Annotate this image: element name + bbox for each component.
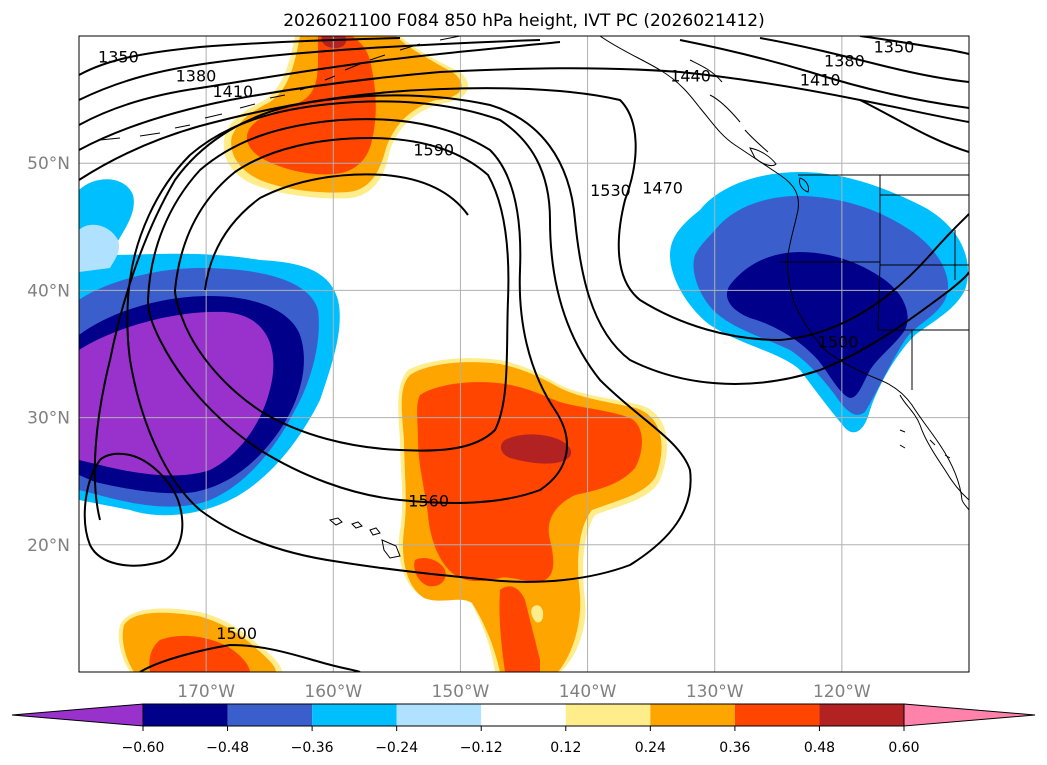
- contour-label: 1380: [824, 51, 865, 70]
- contour-1350-east: [859, 36, 969, 55]
- negative-anomaly-us-west-coast: [670, 172, 968, 433]
- contour-1590: [173, 136, 510, 452]
- colorbar-segment: [227, 704, 313, 726]
- x-tick-label: 170°W: [177, 682, 235, 702]
- colorbar-segment: [143, 704, 228, 726]
- colorbar-tick-label: −0.60: [122, 740, 165, 756]
- colorbar-tick-label: −0.24: [375, 740, 418, 756]
- contour-label: 1410: [212, 82, 253, 101]
- negative-anomaly-west-pacific: [79, 179, 340, 516]
- chart-title: 2026021100 F084 850 hPa height, IVT PC (…: [283, 11, 765, 31]
- colorbar-outline: [142, 703, 905, 727]
- contour-label: 1500: [818, 333, 859, 352]
- contour-1500-loop: [83, 452, 184, 567]
- colorbar-segment: [565, 704, 651, 726]
- contour-label: 1380: [176, 67, 217, 86]
- x-tick-label: 150°W: [432, 682, 490, 702]
- colorbar-tick-label: 0.48: [804, 740, 835, 756]
- contour-1440: [79, 67, 969, 151]
- y-tick-label: 30°N: [27, 409, 70, 429]
- contour-label: 1560: [408, 492, 449, 511]
- colorbar-segment: [650, 704, 735, 726]
- contour-label: 1350: [874, 37, 915, 56]
- contour-1530: [126, 100, 692, 583]
- colorbar-segment: [819, 704, 904, 726]
- y-tick-labels: 20°N 30°N 40°N 50°N: [27, 154, 70, 556]
- colorbar-extend-min: [11, 703, 144, 727]
- graticule: [79, 36, 969, 672]
- contour-1380-west: [79, 39, 541, 101]
- contour-label: 1440: [670, 67, 711, 86]
- contour-label: 1500: [216, 624, 257, 643]
- y-tick-label: 40°N: [27, 281, 70, 301]
- colorbar-tick-label: 0.24: [635, 740, 666, 756]
- colorbar-segment: [481, 704, 566, 726]
- contour-1380-east: [759, 37, 969, 83]
- height-contours: [79, 36, 969, 672]
- map-frame: [78, 35, 970, 673]
- contour-label: 1530: [590, 181, 631, 200]
- contour-1410-west: [79, 41, 561, 126]
- colorbar: −0.60 −0.48 −0.36 −0.24 −0.12 0.12 0.24 0.36 0.4…: [11, 703, 1036, 756]
- colorbar-segment: [396, 704, 482, 726]
- x-tick-labels: 170°W 160°W 150°W 140°W 130°W 120°W: [177, 682, 871, 702]
- colorbar-tick-label: −0.12: [460, 740, 503, 756]
- contour-label: 1590: [413, 140, 454, 159]
- contour-label: 1410: [800, 71, 841, 90]
- contour-label: 1350: [98, 48, 139, 67]
- positive-anomaly-southwest: [118, 608, 282, 672]
- contour-1500-sw: [139, 643, 361, 672]
- contour-label: 1470: [642, 179, 683, 198]
- colorbar-tick-label: −0.36: [291, 740, 334, 756]
- x-tick-label: 160°W: [304, 682, 362, 702]
- contour-1410-east: [679, 39, 969, 109]
- colorbar-tick-label: 0.60: [888, 740, 919, 756]
- positive-anomaly-central-pacific: [398, 358, 668, 672]
- colorbar-tick-label: 0.12: [550, 740, 581, 756]
- colorbar-extend-max: [903, 703, 1036, 727]
- contour-1560: [146, 118, 568, 504]
- colorbar-tick-label: −0.48: [206, 740, 249, 756]
- y-tick-label: 20°N: [27, 536, 70, 556]
- contour-1350-west: [79, 37, 401, 76]
- x-tick-label: 140°W: [559, 682, 617, 702]
- x-tick-label: 130°W: [686, 682, 744, 702]
- y-tick-label: 50°N: [27, 154, 70, 174]
- colorbar-segment: [312, 704, 397, 726]
- x-tick-label: 120°W: [813, 682, 871, 702]
- contour-1470: [79, 87, 969, 342]
- contour-1440-east-ext: [859, 99, 969, 153]
- colorbar-segment: [734, 704, 820, 726]
- colorbar-tick-label: 0.36: [719, 740, 750, 756]
- contour-1590-inner: [204, 173, 469, 291]
